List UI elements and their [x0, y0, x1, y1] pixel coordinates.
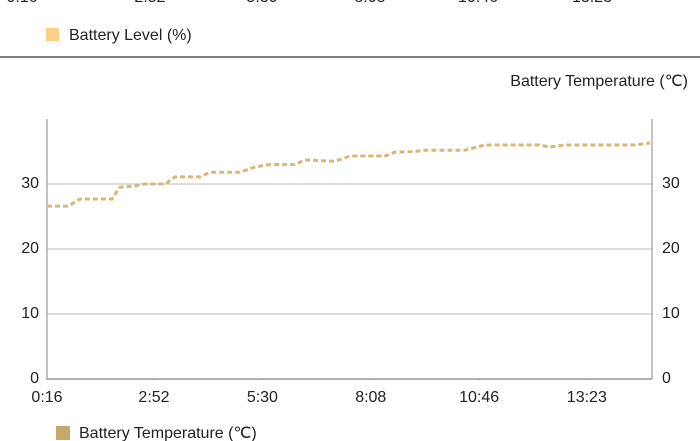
x-tick-label: 10:46 [458, 0, 498, 6]
x-tick-label: 13:23 [572, 0, 612, 6]
y2-tick-label: 30 [662, 175, 680, 192]
x-tick-label: 2:52 [134, 0, 165, 6]
legend-swatch [46, 28, 59, 41]
y-tick-label: 0 [30, 370, 39, 387]
x-tick-label: 8:08 [354, 0, 385, 6]
x-tick-label: 2:52 [138, 389, 169, 406]
y2-tick-label: 10 [662, 305, 680, 322]
x-tick-label: 13:23 [567, 389, 607, 406]
axis-title: Battery Temperature (℃) [510, 73, 688, 90]
y2-tick-label: 0 [662, 370, 671, 387]
x-tick-label: 5:30 [246, 0, 277, 6]
y2-tick-label: 20 [662, 240, 680, 257]
x-tick-label: 0:16 [31, 389, 62, 406]
y-tick-label: 30 [21, 175, 39, 192]
x-tick-label: 8:08 [355, 389, 386, 406]
x-tick-label: 0:16 [6, 0, 37, 6]
y-tick-label: 20 [21, 240, 39, 257]
legend-label: Battery Temperature (℃) [79, 425, 257, 441]
x-tick-label: 5:30 [247, 389, 278, 406]
legend-swatch [56, 426, 70, 440]
data-line [47, 141, 651, 208]
legend-label: Battery Level (%) [69, 27, 192, 44]
y-tick-label: 10 [21, 305, 39, 322]
x-tick-label: 10:46 [459, 389, 499, 406]
